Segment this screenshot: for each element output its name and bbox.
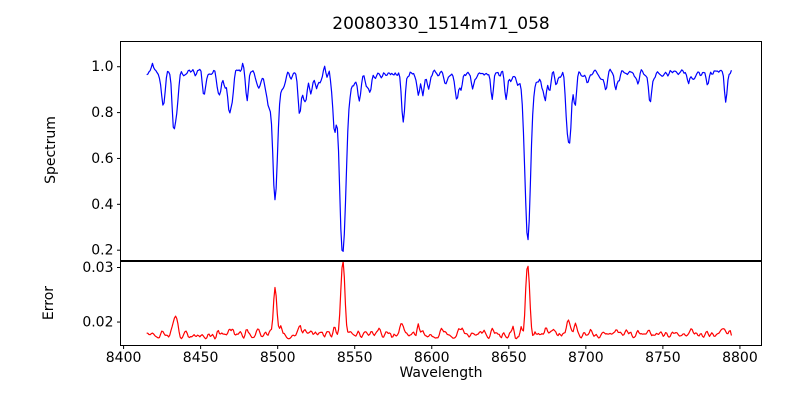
wavelength-x-axis-label: Wavelength — [399, 365, 483, 381]
x-axis-tick-label: 8800 — [722, 350, 758, 366]
y-axis-tick-label: 1.0 — [91, 59, 113, 75]
x-axis-tick-label: 8450 — [183, 350, 219, 366]
error-panel-frame — [120, 261, 762, 346]
y-axis-tick-label: 0.6 — [91, 151, 113, 167]
y-axis-tick-label: 0.8 — [91, 105, 113, 121]
x-axis-tick-label: 8650 — [491, 350, 527, 366]
error-line — [146, 261, 733, 340]
x-axis-tick-label: 8700 — [568, 350, 604, 366]
plot-title: 20080330_1514m71_058 — [332, 14, 550, 34]
spectrum-panel-frame — [120, 41, 762, 261]
y-axis-tick-label: 0.4 — [91, 197, 113, 213]
x-axis-tick-label: 8550 — [337, 350, 373, 366]
spectrum-line — [146, 62, 733, 252]
y-axis-tick-label: 0.02 — [82, 315, 113, 331]
y-axis-tick-label: 0.03 — [82, 260, 113, 276]
x-axis-tick-label: 8500 — [260, 350, 296, 366]
x-axis-tick-label: 8400 — [106, 350, 142, 366]
y-axis-tick-label: 0.2 — [91, 243, 113, 259]
x-axis-tick-label: 8600 — [414, 350, 450, 366]
x-axis-tick-label: 8750 — [645, 350, 681, 366]
